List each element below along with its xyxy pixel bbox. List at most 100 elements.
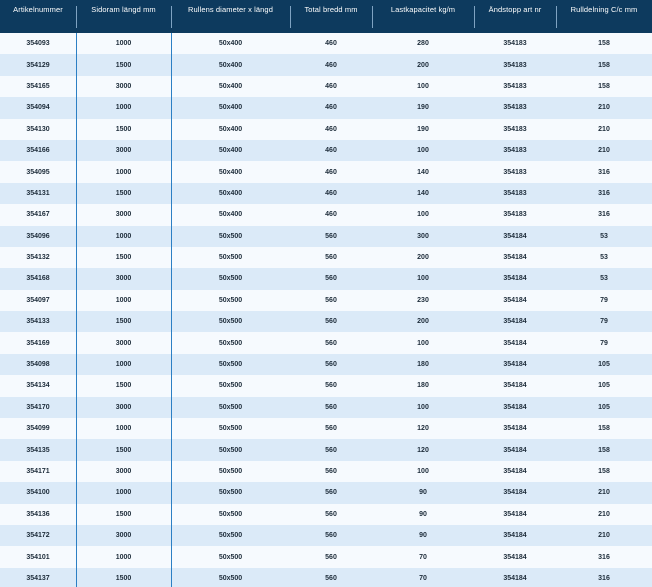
cell-andstopp: 354184 [503, 574, 527, 582]
cell-artikelnummer: 354093 [26, 40, 50, 48]
cell-andstopp: 354184 [503, 553, 527, 561]
table-row: 354167 3000 50x400 460 100 354183 316 [0, 204, 652, 226]
cell-andstopp: 354184 [503, 425, 527, 433]
cell-artikelnummer: 354134 [26, 382, 50, 390]
cell-lastkapacitet: 140 [417, 189, 429, 197]
cell-lastkapacitet: 70 [419, 553, 427, 561]
cell-total-bredd: 560 [325, 275, 337, 283]
cell-andstopp: 354184 [503, 296, 527, 304]
cell-andstopp: 354183 [503, 104, 527, 112]
cell-lastkapacitet: 90 [419, 489, 427, 497]
cell-lastkapacitet: 300 [417, 232, 429, 240]
table-row: 354097 1000 50x500 560 230 354184 79 [0, 289, 652, 312]
cell-rullens-diameter: 50x400 [171, 204, 290, 226]
cell-sidoram-langd: 1000 [76, 289, 171, 312]
cell-rulldelning: 158 [598, 446, 610, 454]
cell-total-bredd: 560 [325, 446, 337, 454]
cell-sidoram-langd: 1500 [76, 311, 171, 333]
cell-rullens-diameter: 50x500 [171, 482, 290, 504]
table-body: 354093 1000 50x400 460 280 354183 158 354129 150… [0, 33, 652, 587]
cell-artikelnummer: 354172 [26, 532, 50, 540]
table-row: 354096 1000 50x500 560 300 354184 53 [0, 225, 652, 248]
cell-rullens-diameter: 50x400 [171, 161, 290, 184]
cell-artikelnummer: 354101 [26, 553, 50, 561]
cell-rullens-diameter: 50x500 [171, 225, 290, 248]
cell-rulldelning: 158 [598, 61, 610, 69]
table-row: 354100 1000 50x500 560 90 354184 210 [0, 482, 652, 504]
cell-andstopp: 354183 [503, 125, 527, 133]
cell-sidoram-langd: 1500 [76, 439, 171, 462]
cell-total-bredd: 460 [325, 189, 337, 197]
header-rullens-diameter: Rullens diameter x längd [171, 0, 290, 33]
cell-sidoram-langd: 3000 [76, 139, 171, 162]
cell-sidoram-langd: 1000 [76, 546, 171, 569]
cell-andstopp: 354184 [503, 403, 527, 411]
cell-artikelnummer: 354171 [26, 468, 50, 475]
cell-total-bredd: 460 [325, 82, 337, 90]
cell-lastkapacitet: 90 [419, 510, 427, 518]
cell-andstopp: 354184 [503, 532, 527, 540]
cell-andstopp: 354184 [503, 468, 527, 475]
cell-rulldelning: 158 [598, 468, 610, 475]
cell-rulldelning: 105 [598, 361, 610, 369]
cell-rullens-diameter: 50x400 [171, 33, 290, 55]
cell-rulldelning: 210 [598, 147, 610, 155]
cell-rulldelning: 79 [600, 296, 608, 304]
cell-rullens-diameter: 50x500 [171, 396, 290, 419]
cell-rullens-diameter: 50x500 [171, 311, 290, 333]
cell-artikelnummer: 354135 [26, 446, 50, 454]
cell-rulldelning: 210 [598, 104, 610, 112]
cell-lastkapacitet: 100 [417, 82, 429, 90]
cell-total-bredd: 560 [325, 403, 337, 411]
cell-andstopp: 354183 [503, 61, 527, 69]
table-row: 354172 3000 50x500 560 90 354184 210 [0, 524, 652, 547]
cell-artikelnummer: 354165 [26, 82, 50, 90]
table-row: 354129 1500 50x400 460 200 354183 158 [0, 54, 652, 77]
cell-rullens-diameter: 50x500 [171, 289, 290, 312]
cell-rullens-diameter: 50x500 [171, 353, 290, 376]
cell-andstopp: 354184 [503, 361, 527, 369]
cell-rullens-diameter: 50x500 [171, 460, 290, 483]
cell-total-bredd: 560 [325, 468, 337, 475]
cell-artikelnummer: 354129 [26, 61, 50, 69]
cell-total-bredd: 560 [325, 425, 337, 433]
cell-artikelnummer: 354133 [26, 318, 50, 326]
table-row: 354095 1000 50x400 460 140 354183 316 [0, 161, 652, 184]
cell-total-bredd: 460 [325, 147, 337, 155]
cell-lastkapacitet: 180 [417, 361, 429, 369]
cell-rulldelning: 158 [598, 425, 610, 433]
table-row: 354135 1500 50x500 560 120 354184 158 [0, 439, 652, 462]
cell-sidoram-langd: 1000 [76, 353, 171, 376]
cell-lastkapacitet: 100 [417, 211, 429, 219]
cell-artikelnummer: 354130 [26, 125, 50, 133]
cell-sidoram-langd: 3000 [76, 204, 171, 226]
cell-lastkapacitet: 90 [419, 532, 427, 540]
cell-rullens-diameter: 50x500 [171, 567, 290, 587]
cell-artikelnummer: 354131 [26, 189, 50, 197]
cell-rullens-diameter: 50x400 [171, 182, 290, 205]
cell-rulldelning: 316 [598, 168, 610, 176]
cell-artikelnummer: 354136 [26, 510, 50, 518]
cell-artikelnummer: 354166 [26, 147, 50, 155]
cell-andstopp: 354183 [503, 211, 527, 219]
header-rulldelning: Rulldelning C/c mm [556, 0, 652, 33]
cell-rulldelning: 53 [600, 254, 608, 262]
table-row: 354093 1000 50x400 460 280 354183 158 [0, 33, 652, 55]
cell-sidoram-langd: 3000 [76, 460, 171, 483]
table-row: 354137 1500 50x500 560 70 354184 316 [0, 567, 652, 587]
table-row: 354101 1000 50x500 560 70 354184 316 [0, 546, 652, 569]
cell-total-bredd: 560 [325, 553, 337, 561]
cell-artikelnummer: 354168 [26, 275, 50, 283]
table-row: 354094 1000 50x400 460 190 354183 210 [0, 97, 652, 119]
cell-total-bredd: 560 [325, 574, 337, 582]
cell-total-bredd: 560 [325, 510, 337, 518]
cell-sidoram-langd: 1000 [76, 97, 171, 119]
cell-total-bredd: 460 [325, 104, 337, 112]
table-row: 354169 3000 50x500 560 100 354184 79 [0, 332, 652, 355]
cell-artikelnummer: 354169 [26, 339, 50, 347]
cell-andstopp: 354184 [503, 254, 527, 262]
cell-artikelnummer: 354132 [26, 254, 50, 262]
table-row: 354166 3000 50x400 460 100 354183 210 [0, 139, 652, 162]
cell-rullens-diameter: 50x400 [171, 75, 290, 98]
